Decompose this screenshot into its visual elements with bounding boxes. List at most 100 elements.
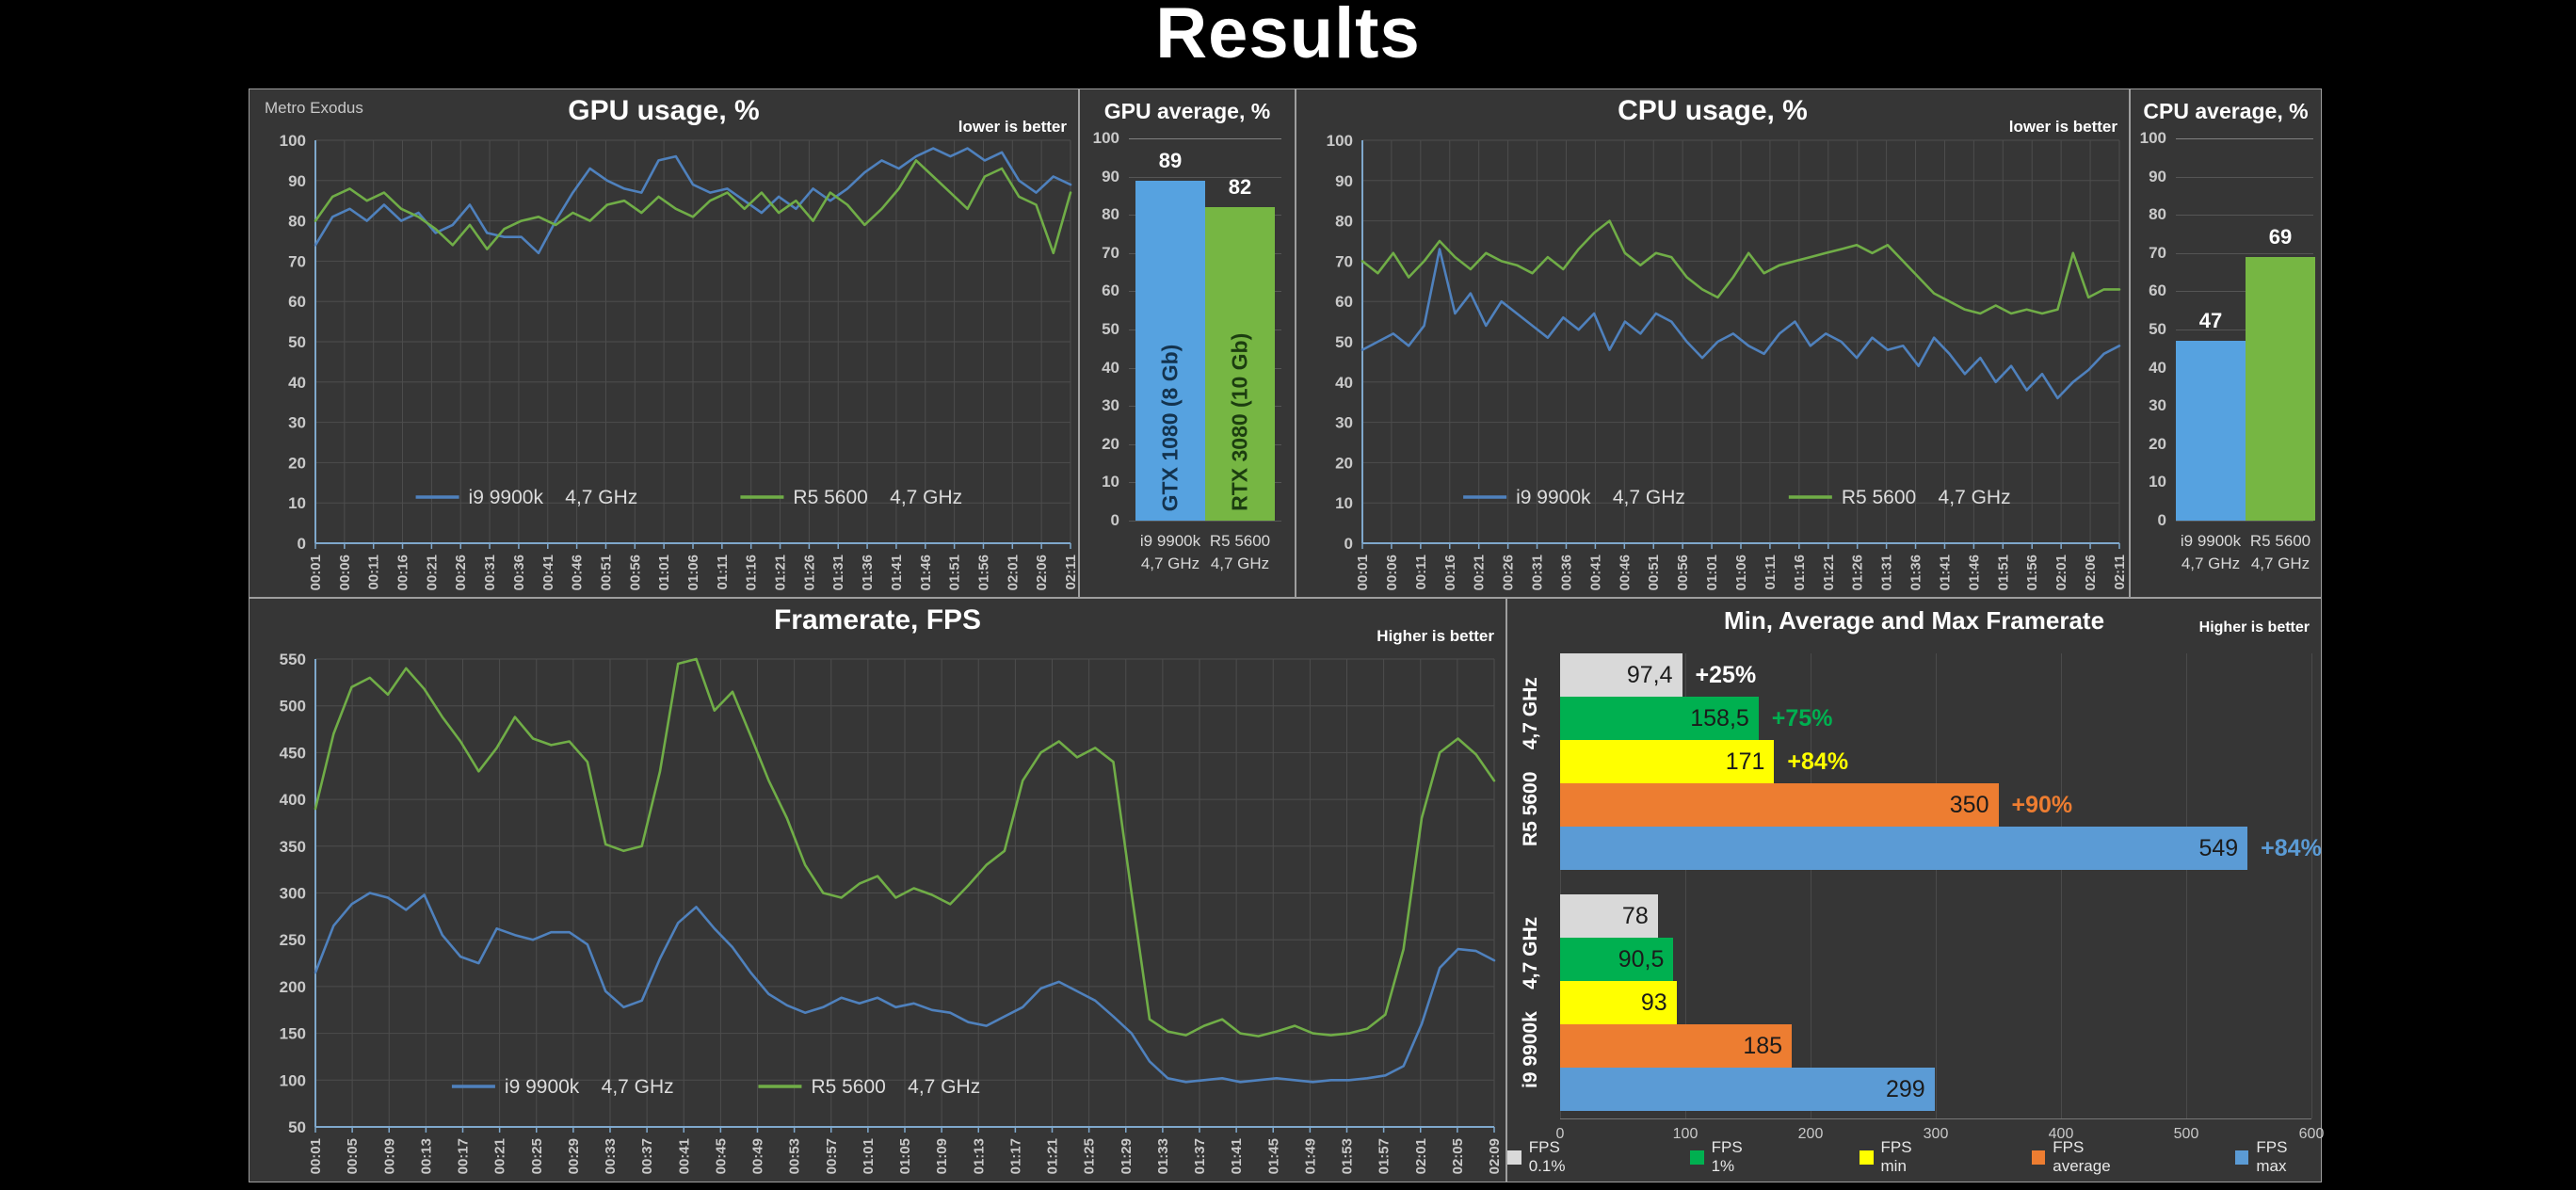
x-tick-label: 600	[2298, 1126, 2325, 1142]
y-tick-label: 0	[298, 535, 306, 553]
y-tick-label: 90	[1102, 167, 1119, 185]
hbar-FPS-max: 299	[1560, 1068, 1935, 1111]
y-tick-label: 30	[2149, 396, 2166, 415]
x-tick-label: 01:31	[1879, 555, 1895, 590]
x-tick-label: 01:05	[897, 1138, 913, 1174]
hbar-pct-label: +75%	[1771, 705, 1833, 732]
y-tick-label: 0	[1344, 535, 1353, 553]
x-tick-label: 01:11	[1763, 555, 1779, 590]
cpu-average-panel: CPU average, % 0 10 20 30 40 50 60 70 80 90 100 47 i…	[2130, 88, 2322, 598]
x-tick-label: 0	[1555, 1126, 1565, 1142]
grid-line	[2061, 653, 2062, 1118]
y-tick-label: 50	[2149, 320, 2166, 338]
x-tick-label: 01:01	[861, 1138, 877, 1174]
y-tick-label: 80	[1335, 213, 1353, 231]
y-tick-label: 300	[280, 885, 306, 903]
x-tick-label: 02:11	[2112, 555, 2128, 590]
series-line-R5-5600	[1360, 219, 2121, 315]
x-tick-label: 02:11	[1063, 555, 1078, 590]
y-tick-label: 60	[288, 293, 306, 311]
y-tick-label: 500	[280, 698, 306, 716]
framerate-line-chart: 50 100 150 200 250 300 350 400 450 500 550 00:01 00:…	[280, 651, 1503, 1174]
x-tick-label: 02:06	[1034, 555, 1050, 590]
y-tick-label: 450	[280, 744, 306, 762]
y-tick-label: 0	[1110, 511, 1119, 529]
x-tick-label: 02:05	[1450, 1138, 1466, 1174]
hbar-value-label: 97,4	[1626, 662, 1673, 688]
minmax-bar-chart: 0 100 200 300 400 500 600 R5 5600 4,7 GHz 97,4 +2…	[1507, 599, 2324, 1182]
x-tick-label: 00:37	[639, 1138, 655, 1174]
x-tick-label: 00:17	[456, 1138, 472, 1174]
legend-label: i9 9900k 4,7 GHz	[1516, 487, 1685, 508]
x-tick-label: 00:33	[603, 1138, 619, 1174]
y-tick-label: 100	[1092, 129, 1119, 147]
x-tick-label: 01:51	[947, 555, 963, 590]
x-tick-label: 01:56	[2024, 555, 2040, 590]
grid-line	[2186, 653, 2187, 1118]
legend-label: R5 5600 4,7 GHz	[793, 487, 962, 508]
y-tick-label: 10	[288, 494, 306, 512]
hbar-FPS-average: 185	[1560, 1024, 1793, 1068]
y-tick-label: 30	[1335, 414, 1353, 432]
x-tick-label: 01:21	[773, 555, 789, 590]
minmax-title: Min, Average and Max Framerate	[1723, 606, 2105, 635]
x-tick-label: 00:16	[1442, 555, 1458, 590]
x-tick-label: 00:21	[424, 555, 440, 590]
grid-line	[2176, 291, 2313, 293]
x-tick-label: 00:01	[308, 555, 324, 590]
y-tick-label: 90	[2149, 167, 2166, 185]
y-tick-label: 40	[288, 374, 306, 392]
y-tick-label: 40	[1335, 374, 1353, 392]
x-tick-label: 01:01	[656, 555, 672, 590]
x-tick-label: 00:45	[713, 1138, 729, 1174]
page-title: Results	[1155, 0, 1421, 73]
bar-category-clock: 4,7 GHz	[1210, 555, 1270, 572]
bar-inner-label: GTX 1080 (8 Gb)	[1157, 344, 1183, 511]
y-tick-label: 10	[1335, 494, 1353, 512]
x-tick-label: 01:16	[744, 555, 760, 590]
x-tick-label: 00:41	[540, 555, 556, 590]
group-label-i9-9900k: i9 9900k 4,7 GHz	[1520, 916, 1541, 1089]
y-tick-label: 0	[2157, 511, 2166, 529]
hbar-pct-label: +84%	[1787, 748, 1849, 775]
hbar-value-label: 185	[1743, 1033, 1783, 1059]
x-tick-label: 00:31	[482, 555, 498, 590]
legend-label: FPS 1%	[1711, 1138, 1743, 1175]
hbar-value-label: 549	[2198, 835, 2239, 861]
x-tick-label: 00:01	[1355, 555, 1371, 590]
x-tick-label: 400	[2048, 1126, 2074, 1142]
x-tick-label: 00:41	[676, 1138, 692, 1174]
legend-label: FPS min	[1880, 1138, 1912, 1175]
avg-bar-R5-5600: RTX 3080 (10 Gb)	[1205, 207, 1275, 521]
bar-value-label: 89	[1158, 148, 1183, 172]
grid-line	[2176, 138, 2313, 139]
cpu-average-bar-chart: 0 10 20 30 40 50 60 70 80 90 100 47 i9 9900k 4,7 GHz 6…	[2131, 89, 2321, 597]
hbar-FPS-max: 549	[1560, 827, 2248, 870]
minmax-note: Higher is better	[2198, 619, 2310, 635]
x-tick-label: 02:09	[1487, 1138, 1503, 1174]
x-tick-label: 00:46	[570, 555, 586, 590]
hbar-FPS-0-1-: 78	[1560, 894, 1658, 938]
grid-line	[2176, 252, 2313, 254]
legend-label: FPS average	[2053, 1138, 2111, 1175]
x-tick-label: 100	[1672, 1126, 1699, 1142]
gpu-usage-note: lower is better	[958, 118, 1067, 136]
hbar-value-label: 299	[1885, 1076, 1925, 1102]
series-line-i9-9900k	[1360, 248, 2121, 400]
hbar-pct-label: +25%	[1695, 662, 1757, 688]
x-tick-label: 01:33	[1155, 1138, 1171, 1174]
legend-label: i9 9900k 4,7 GHz	[469, 487, 638, 508]
cpu-average-title: CPU average, %	[2143, 99, 2309, 123]
y-tick-label: 200	[280, 978, 306, 996]
x-tick-label: 01:13	[971, 1138, 987, 1174]
gpu-usage-line-chart: 0 10 20 30 40 50 60 70 80 90 100 00:01 00:06 00:11 00:…	[280, 132, 1078, 590]
framerate-title: Framerate, FPS	[773, 604, 982, 635]
bar-category-label: i9 9900k	[1139, 532, 1201, 550]
hbar-value-label: 78	[1621, 903, 1649, 929]
x-tick-label: 01:16	[1792, 555, 1808, 590]
hbar-value-label: 158,5	[1690, 705, 1749, 732]
x-tick-label: 500	[2173, 1126, 2199, 1142]
x-tick-label: 00:25	[529, 1138, 545, 1174]
series-line-i9-9900k	[314, 892, 1496, 1084]
bar-category-label: i9 9900k	[2180, 532, 2242, 550]
